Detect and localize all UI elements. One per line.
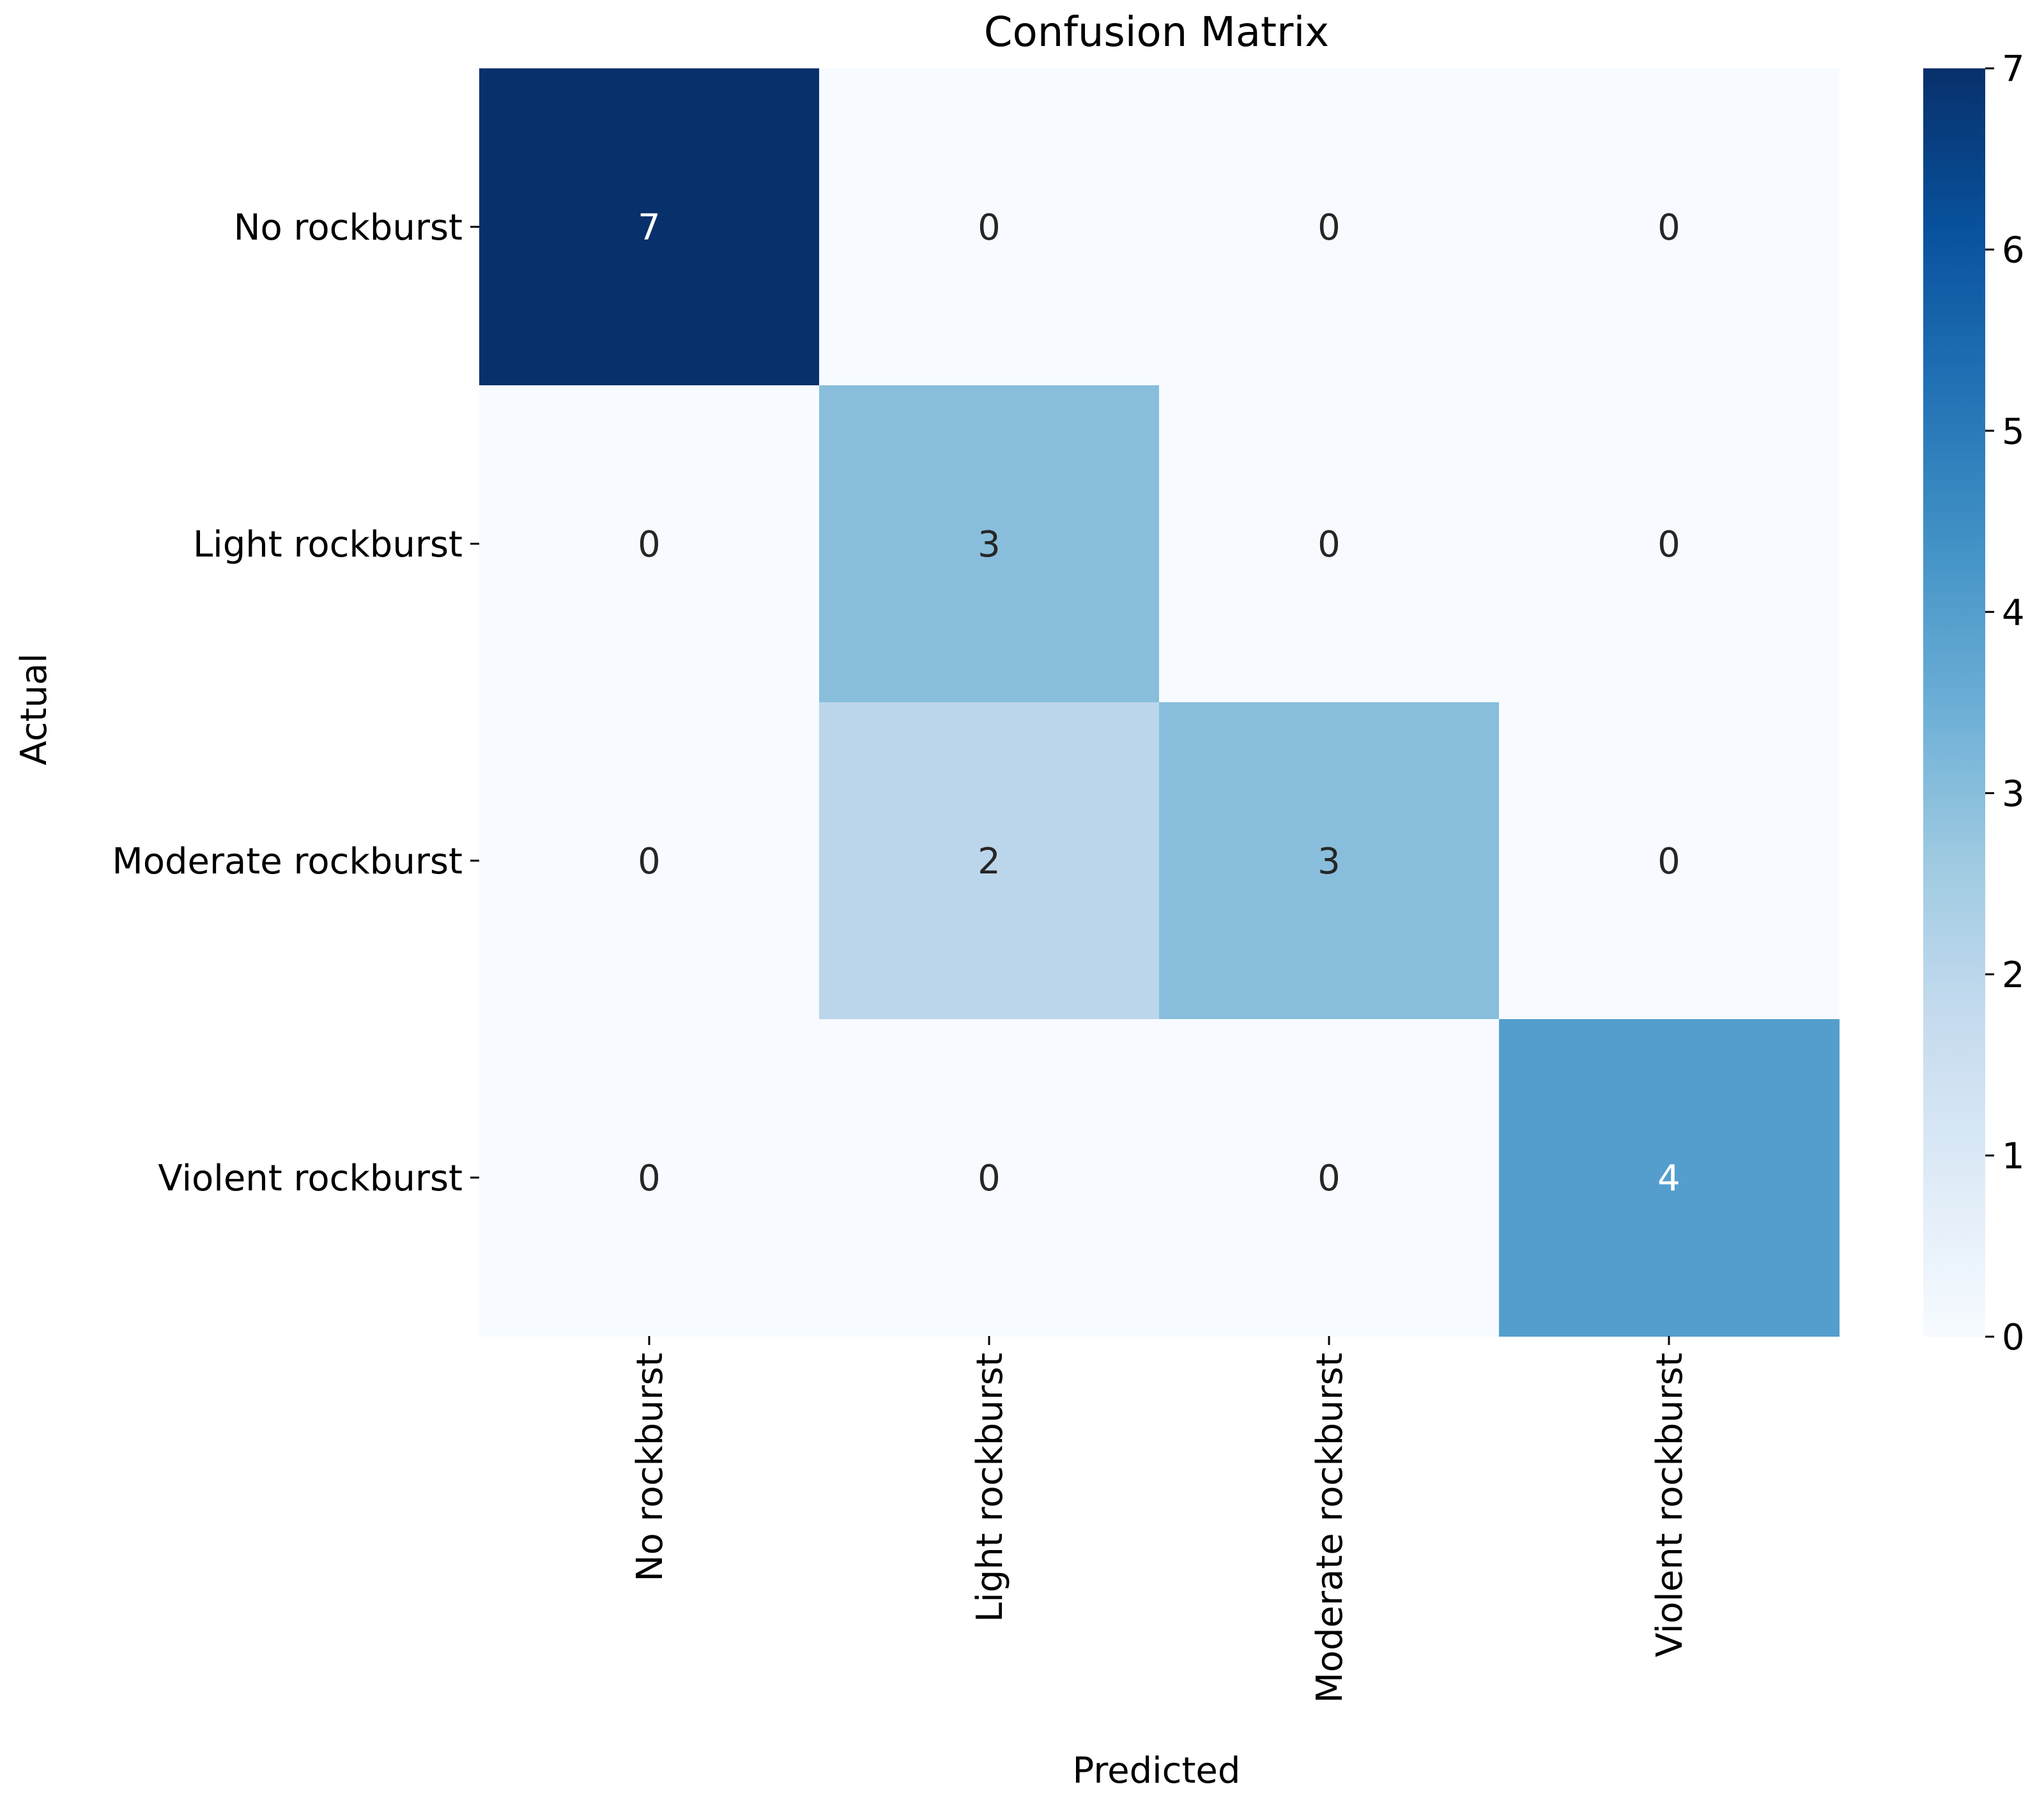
cell-value-r2-c1: 2 [978, 841, 1001, 882]
y-axis: No rockburst Light rockburst Moderate rock… [112, 207, 479, 1199]
cell-value-r0-c0: 7 [638, 207, 661, 249]
cell-value-r1-c1: 3 [978, 524, 1001, 565]
colorbar-tick-label-4: 4 [2002, 592, 2025, 634]
cell-value-r2-c0: 0 [638, 841, 661, 882]
colorbar-tick-label-1: 1 [2002, 1136, 2025, 1178]
y-tick-label-0: No rockburst [234, 207, 463, 249]
x-tick-label-2: Moderate rockburst [1309, 1353, 1351, 1703]
colorbar-tick-label-3: 3 [2002, 773, 2025, 815]
x-axis: No rockburst Light rockburst Moderate rock… [629, 1336, 1691, 1703]
y-tick-label-1: Light rockburst [193, 524, 463, 565]
cell-value-r2-c3: 0 [1657, 841, 1680, 882]
cell-value-r0-c3: 0 [1657, 207, 1680, 249]
cell-value-r3-c0: 0 [638, 1158, 661, 1199]
colorbar-gradient [1923, 68, 1985, 1337]
cell-value-r3-c2: 0 [1318, 1158, 1341, 1199]
cell-value-r0-c1: 0 [978, 207, 1001, 249]
cell-value-r2-c2: 3 [1318, 841, 1341, 882]
colorbar-ticks: 0 1 2 3 4 5 6 7 [1985, 49, 2025, 1358]
x-tick-label-1: Light rockburst [969, 1353, 1011, 1622]
y-tick-label-3: Violent rockburst [158, 1158, 463, 1199]
heatmap-cells [479, 68, 1840, 1337]
cell-value-r3-c1: 0 [978, 1158, 1001, 1199]
x-axis-label: Predicted [1073, 1750, 1241, 1792]
y-tick-label-2: Moderate rockburst [112, 841, 463, 882]
y-axis-label: Actual [13, 653, 55, 765]
cell-value-r1-c3: 0 [1657, 524, 1680, 565]
x-tick-label-0: No rockburst [629, 1353, 671, 1581]
colorbar-tick-label-5: 5 [2002, 411, 2025, 452]
colorbar-tick-label-7: 7 [2002, 49, 2025, 90]
colorbar-tick-label-2: 2 [2002, 955, 2025, 996]
confusion-matrix-chart: Confusion Matrix 7 0 0 0 0 3 0 0 0 2 3 0 0 0 0 4 No roc… [0, 0, 2044, 1798]
chart-title: Confusion Matrix [984, 9, 1329, 56]
cell-value-r1-c0: 0 [638, 524, 661, 565]
colorbar: 0 1 2 3 4 5 6 7 [1923, 49, 2025, 1358]
cell-value-r3-c3: 4 [1657, 1158, 1680, 1199]
colorbar-tick-label-0: 0 [2002, 1317, 2025, 1358]
colorbar-tick-label-6: 6 [2002, 230, 2025, 272]
x-tick-label-3: Violent rockburst [1649, 1353, 1691, 1657]
cell-value-r1-c2: 0 [1318, 524, 1341, 565]
cell-value-r0-c2: 0 [1318, 207, 1341, 249]
